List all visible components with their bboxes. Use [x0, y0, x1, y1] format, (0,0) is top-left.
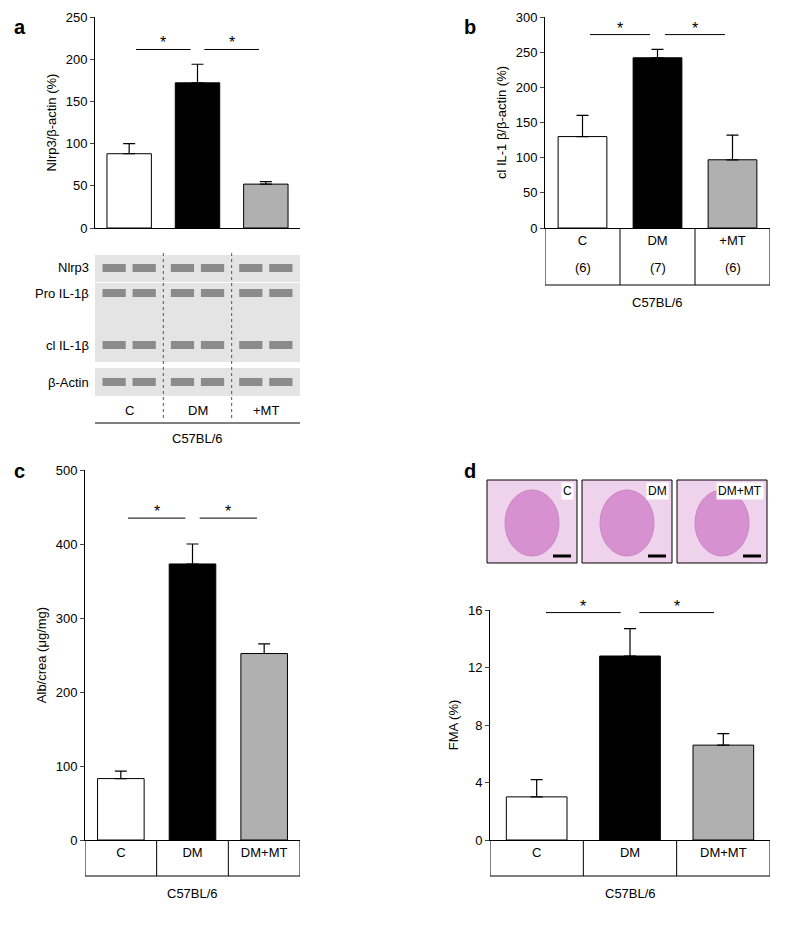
svg-text:0: 0	[70, 833, 77, 848]
svg-text:250: 250	[66, 10, 88, 25]
svg-text:400: 400	[56, 537, 78, 552]
svg-text:Nlrp3/β-actin (%): Nlrp3/β-actin (%)	[44, 74, 59, 172]
svg-text:0: 0	[80, 221, 87, 236]
svg-text:DM+MT: DM+MT	[718, 484, 762, 498]
svg-text:100: 100	[56, 759, 78, 774]
svg-text:C57BL/6: C57BL/6	[605, 886, 656, 901]
svg-text:Alb/crea (μg/mg): Alb/crea (μg/mg)	[34, 607, 49, 703]
svg-text:C57BL/6: C57BL/6	[632, 295, 683, 310]
svg-text:C: C	[125, 403, 134, 418]
svg-text:200: 200	[66, 52, 88, 67]
svg-text:12: 12	[468, 660, 482, 675]
svg-text:50: 50	[73, 178, 87, 193]
svg-text:*: *	[617, 20, 623, 37]
svg-text:a: a	[14, 16, 26, 38]
svg-text:DM: DM	[620, 845, 640, 860]
svg-text:FMA (%): FMA (%)	[446, 700, 461, 751]
svg-text:0: 0	[530, 221, 537, 236]
svg-text:DM: DM	[182, 845, 202, 860]
svg-text:β-Actin: β-Actin	[48, 375, 89, 390]
svg-text:150: 150	[66, 94, 88, 109]
svg-text:*: *	[229, 34, 235, 51]
svg-text:cl IL-1 β/β-actin (%): cl IL-1 β/β-actin (%)	[494, 66, 509, 179]
svg-text:*: *	[225, 503, 231, 520]
svg-text:*: *	[674, 598, 680, 615]
svg-text:50: 50	[523, 185, 537, 200]
svg-text:cl IL-1β: cl IL-1β	[46, 338, 89, 353]
svg-text:4: 4	[475, 775, 482, 790]
svg-text:8: 8	[475, 718, 482, 733]
svg-text:d: d	[464, 460, 476, 482]
svg-text:C: C	[563, 484, 572, 498]
svg-text:DM: DM	[647, 233, 667, 248]
svg-text:C57BL/6: C57BL/6	[172, 431, 223, 446]
svg-text:300: 300	[56, 611, 78, 626]
svg-text:c: c	[14, 460, 25, 482]
svg-text:Nlrp3: Nlrp3	[58, 260, 89, 275]
svg-text:DM: DM	[188, 403, 208, 418]
svg-text:16: 16	[468, 603, 482, 618]
svg-text:(6): (6)	[575, 260, 591, 275]
svg-text:C: C	[578, 233, 587, 248]
svg-text:0: 0	[475, 833, 482, 848]
svg-text:500: 500	[56, 463, 78, 478]
svg-text:(7): (7)	[650, 260, 666, 275]
svg-text:C57BL/6: C57BL/6	[167, 886, 218, 901]
svg-text:200: 200	[516, 80, 538, 95]
svg-text:Pro IL-1β: Pro IL-1β	[35, 286, 89, 301]
svg-text:DM+MT: DM+MT	[241, 845, 288, 860]
svg-text:*: *	[160, 34, 166, 51]
svg-text:100: 100	[66, 136, 88, 151]
svg-text:(6): (6)	[725, 260, 741, 275]
svg-text:300: 300	[516, 10, 538, 25]
svg-text:250: 250	[516, 45, 538, 60]
svg-text:100: 100	[516, 150, 538, 165]
svg-text:+MT: +MT	[253, 403, 279, 418]
svg-text:150: 150	[516, 115, 538, 130]
svg-text:+MT: +MT	[719, 233, 745, 248]
svg-text:C: C	[116, 845, 125, 860]
svg-text:b: b	[464, 16, 476, 38]
svg-text:C: C	[532, 845, 541, 860]
svg-text:DM+MT: DM+MT	[700, 845, 747, 860]
svg-text:200: 200	[56, 685, 78, 700]
svg-text:*: *	[580, 598, 586, 615]
svg-text:*: *	[154, 503, 160, 520]
svg-text:*: *	[692, 20, 698, 37]
svg-text:DM: DM	[648, 484, 667, 498]
